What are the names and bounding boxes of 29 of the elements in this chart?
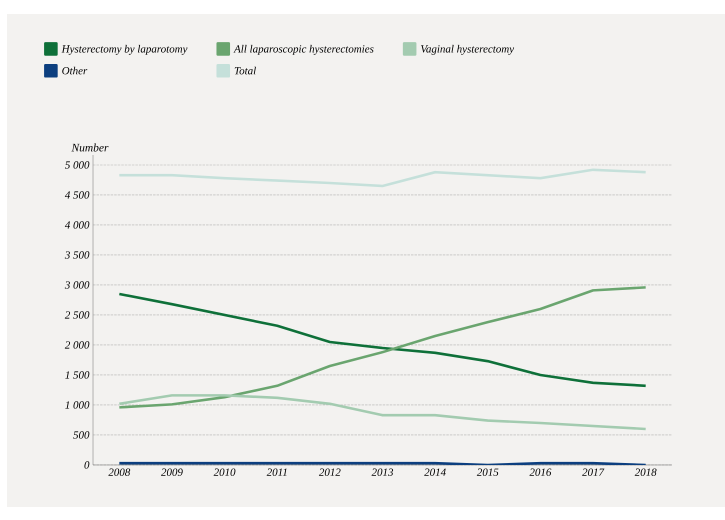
x-tick-label: 2016 <box>529 468 552 476</box>
x-tick-label: 2018 <box>634 468 657 476</box>
x-tick-label: 2014 <box>424 468 446 476</box>
y-tick-label: 4 000 <box>64 221 90 229</box>
legend-label: Total <box>234 66 256 74</box>
y-tick-label: 500 <box>73 431 90 439</box>
x-tick-label: 2013 <box>372 468 394 476</box>
legend-label: Other <box>62 66 88 74</box>
y-tick-label: 1 500 <box>65 371 90 379</box>
y-tick-label: 2 500 <box>64 311 90 319</box>
legend-label: Vaginal hysterectomy <box>421 44 514 55</box>
y-tick-label: 4 500 <box>64 191 90 199</box>
x-tick-label: 2008 <box>108 468 130 476</box>
y-tick-label: 3 500 <box>64 251 90 259</box>
x-tick-label: 2009 <box>161 468 183 476</box>
y-tick-label: 2 000 <box>64 341 90 349</box>
y-tick-label: 5 000 <box>65 161 90 169</box>
y-axis-title: Number <box>71 143 108 152</box>
y-tick-label: 1 000 <box>65 401 90 409</box>
legend-label: All laparoscopic hysterectomies <box>233 44 374 55</box>
y-tick-label: 3 000 <box>64 281 90 289</box>
y-tick-label: 0 <box>84 461 90 469</box>
x-tick-label: 2015 <box>476 468 498 476</box>
x-tick-label: 2012 <box>318 468 341 476</box>
x-tick-label: 2017 <box>582 468 604 476</box>
x-tick-label: 2011 <box>266 468 287 476</box>
legend-label: Hysterectomy by laparotomy <box>62 44 188 55</box>
x-tick-label: 2010 <box>214 468 236 476</box>
line-series <box>118 286 647 409</box>
